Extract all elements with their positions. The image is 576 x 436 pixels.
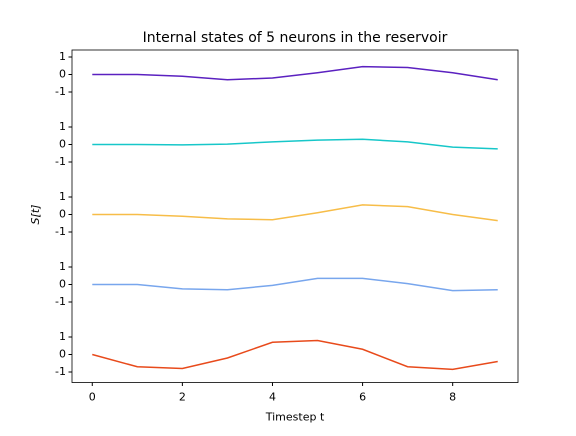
x-tick-label: 4: [269, 391, 276, 404]
y-tick-label: 1: [59, 120, 66, 133]
x-tick-label: 6: [359, 391, 366, 404]
y-tick-label: -1: [55, 85, 66, 98]
x-tick-label: 8: [449, 391, 456, 404]
y-tick-label: -1: [55, 295, 66, 308]
line: [92, 204, 498, 222]
x-tick-label: 0: [89, 391, 96, 404]
y-tick-label: 0: [59, 138, 66, 151]
y-tick-label: -1: [55, 365, 66, 378]
y-tick-label: 0: [59, 348, 66, 361]
y-tick-label: 1: [59, 50, 66, 63]
line: [92, 339, 498, 371]
y-tick-label: 1: [59, 260, 66, 273]
line: [92, 138, 498, 150]
y-tick-label: -1: [55, 155, 66, 168]
line: [92, 65, 498, 81]
chart-title: Internal states of 5 neurons in the rese…: [143, 30, 448, 46]
x-axis-label: Timestep t: [265, 411, 325, 424]
y-tick-label: 0: [59, 68, 66, 81]
y-tick-label: -1: [55, 225, 66, 238]
line: [92, 277, 498, 292]
y-axis-label: S[t]: [29, 205, 42, 225]
y-tick-label: 0: [59, 208, 66, 221]
y-tick-label: 0: [59, 278, 66, 291]
x-tick-label: 2: [179, 391, 186, 404]
axes-frame: [71, 49, 519, 383]
y-tick-label: 1: [59, 190, 66, 203]
y-tick-label: 1: [59, 330, 66, 343]
